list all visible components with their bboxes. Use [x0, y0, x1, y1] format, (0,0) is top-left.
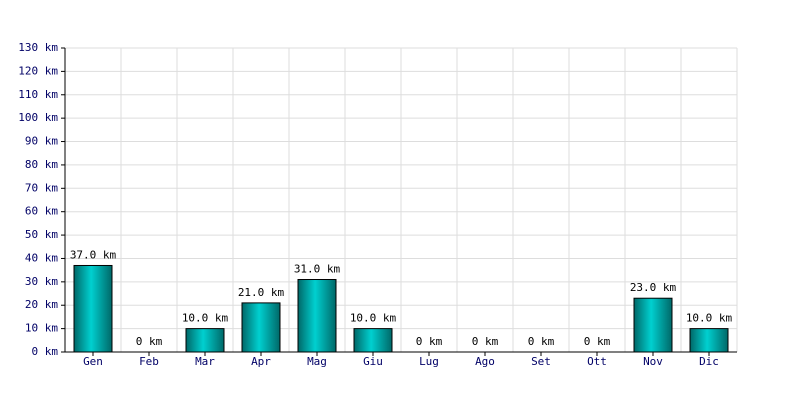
- value-label: 10.0 km: [182, 312, 229, 325]
- y-tick-label: 100 km: [18, 111, 58, 124]
- value-label: 10.0 km: [686, 312, 733, 325]
- y-tick-label: 30 km: [25, 275, 58, 288]
- value-label: 0 km: [528, 335, 555, 348]
- x-tick-label: Apr: [251, 355, 271, 368]
- value-label: 31.0 km: [294, 263, 341, 276]
- bar: [297, 279, 337, 353]
- y-tick-label: 40 km: [25, 251, 58, 264]
- value-label: 0 km: [416, 335, 443, 348]
- y-tick-label: 90 km: [25, 135, 58, 148]
- value-label: 10.0 km: [350, 312, 397, 325]
- x-tick-label: Mar: [195, 355, 215, 368]
- y-tick-label: 60 km: [25, 205, 58, 218]
- bar: [633, 297, 673, 353]
- x-tick-label: Mag: [307, 355, 327, 368]
- value-label: 0 km: [584, 335, 611, 348]
- x-tick-label: Ago: [475, 355, 495, 368]
- value-label: 37.0 km: [70, 248, 117, 261]
- y-tick-label: 120 km: [18, 64, 58, 77]
- y-tick-label: 20 km: [25, 298, 58, 311]
- x-tick-label: Nov: [643, 355, 663, 368]
- bar: [689, 328, 729, 353]
- y-tick-label: 0 km: [32, 345, 59, 358]
- y-tick-label: 10 km: [25, 322, 58, 335]
- value-label: 21.0 km: [238, 286, 285, 299]
- bar: [241, 302, 281, 353]
- x-tick-label: Ott: [587, 355, 607, 368]
- x-tick-label: Set: [531, 355, 551, 368]
- y-tick-label: 50 km: [25, 228, 58, 241]
- y-tick-label: 70 km: [25, 181, 58, 194]
- value-label: 23.0 km: [630, 281, 677, 294]
- x-tick-label: Dic: [699, 355, 719, 368]
- x-tick-label: Gen: [83, 355, 103, 368]
- bar: [185, 328, 225, 353]
- y-tick-label: 110 km: [18, 88, 58, 101]
- value-label: 0 km: [472, 335, 499, 348]
- bar: [353, 328, 393, 353]
- y-tick-label: 80 km: [25, 158, 58, 171]
- x-tick-label: Giu: [363, 355, 383, 368]
- x-tick-label: Feb: [139, 355, 159, 368]
- x-tick-label: Lug: [419, 355, 439, 368]
- value-label: 0 km: [136, 335, 163, 348]
- y-tick-label: 130 km: [18, 41, 58, 54]
- bar: [73, 264, 113, 353]
